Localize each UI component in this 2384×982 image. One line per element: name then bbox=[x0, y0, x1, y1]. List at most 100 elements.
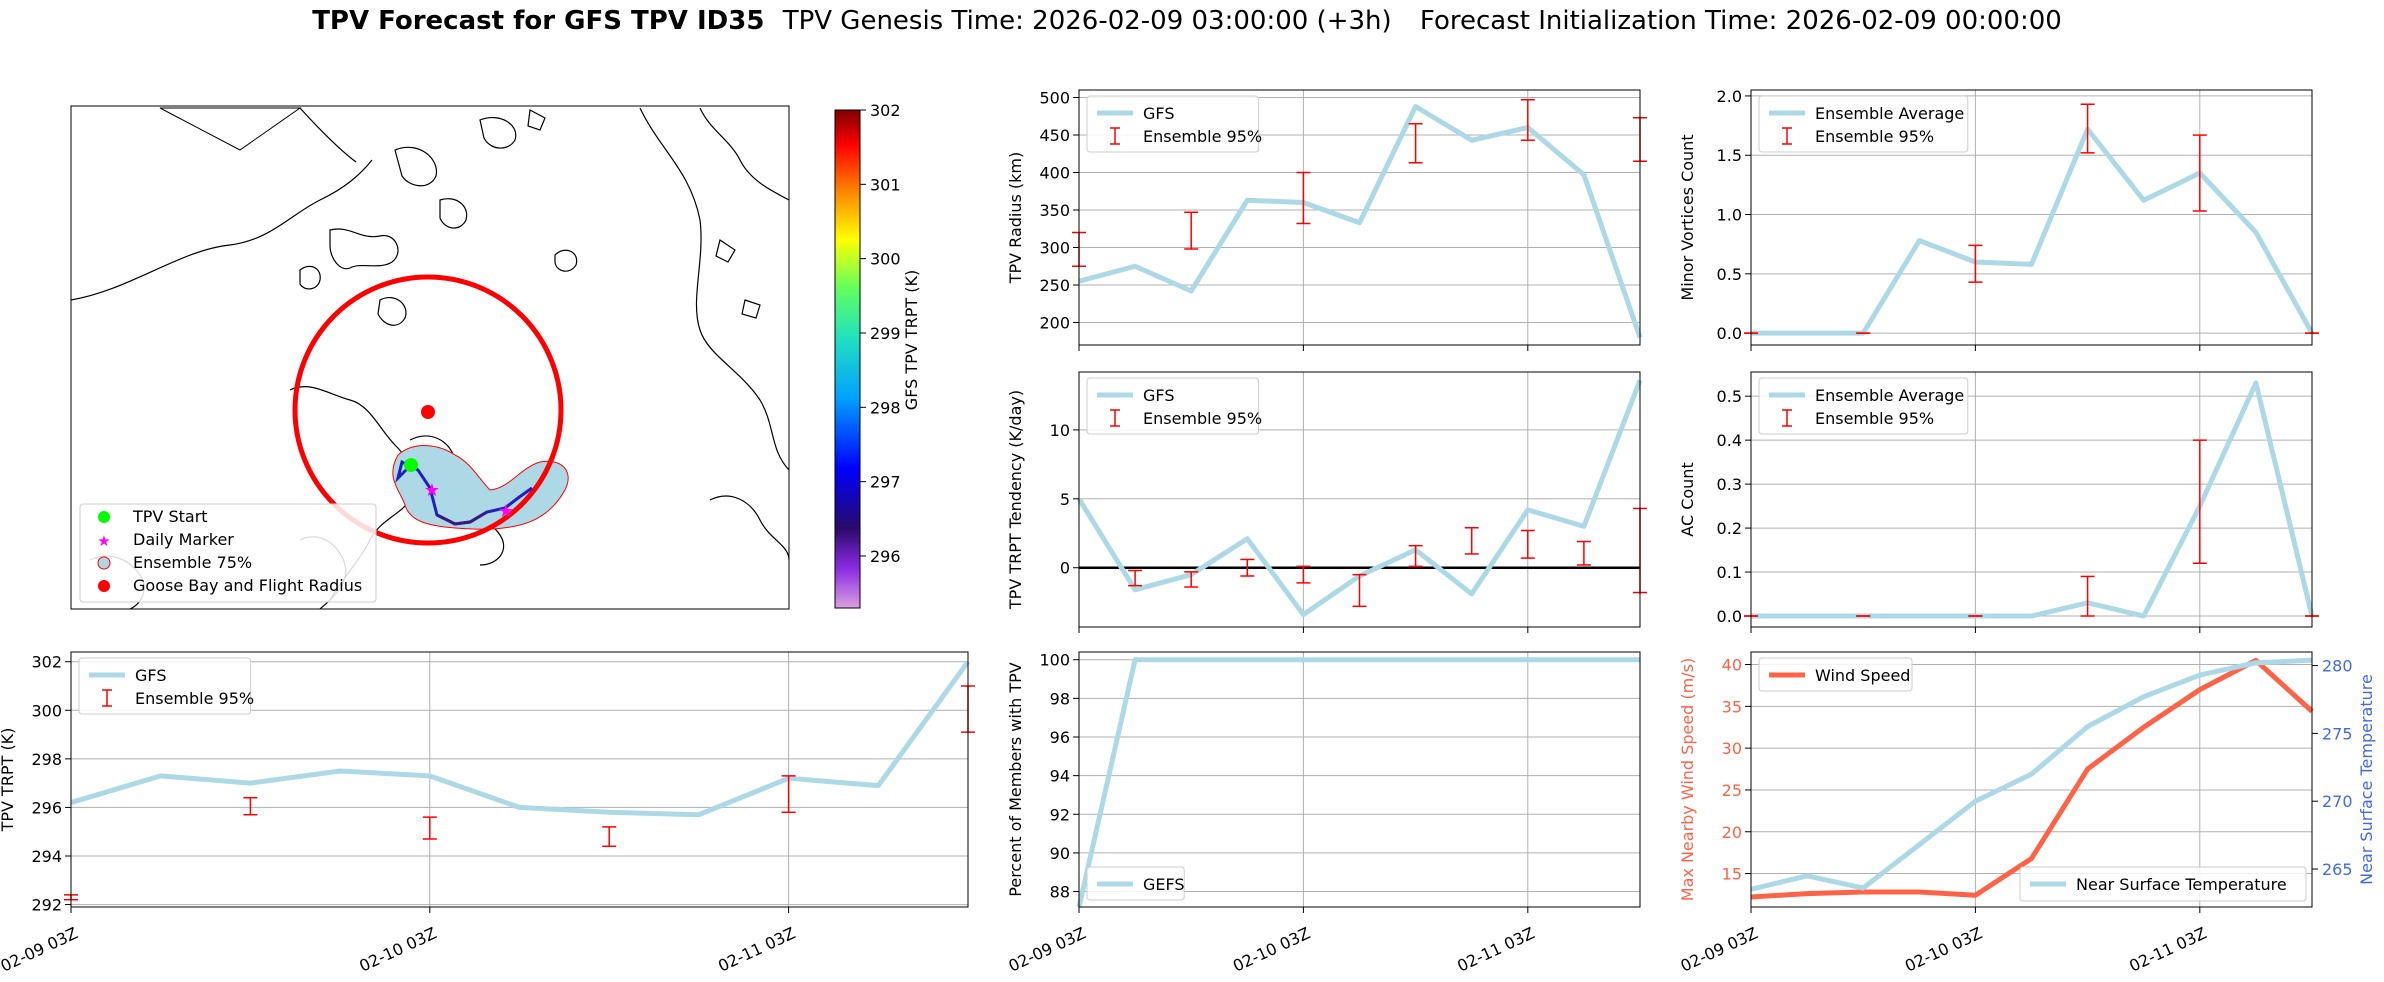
chart-minor_vortices: 0.0 0.5 1.0 1.5 2.0 Minor Vortices Count Ensem… bbox=[1678, 87, 2319, 351]
ytick-label-minor_vortices-1: 0.5 bbox=[1717, 265, 1742, 284]
series-line-wind_temp-1 bbox=[1750, 657, 2313, 892]
series-line-radius-0 bbox=[1078, 104, 1643, 339]
daily-marker-2: ★ bbox=[498, 501, 514, 522]
series-line-wind_temp-0 bbox=[1750, 657, 2314, 900]
ytick-label-minor_vortices-3: 1.5 bbox=[1717, 146, 1742, 165]
legend-trpt: GFS Ensemble 95% bbox=[78, 657, 254, 715]
ytick-label-tendency-1: 5 bbox=[1060, 490, 1070, 509]
ytick-label-trpt-5: 302 bbox=[31, 653, 62, 672]
ylabel-minor_vortices: Minor Vortices Count bbox=[1678, 134, 1697, 300]
ylabel-tendency: TPV TRPT Tendency (K/day) bbox=[1006, 390, 1025, 610]
legend-tendency: GFS Ensemble 95% bbox=[1086, 377, 1262, 435]
ytick-label-ac_count-2: 0.2 bbox=[1717, 519, 1742, 538]
chart-ac_count: 0.0 0.1 0.2 0.3 0.4 0.5 AC Count Ensemble Avera… bbox=[1678, 371, 2319, 633]
ytick-label-percent-3: 94 bbox=[1050, 767, 1070, 786]
xtick-label-wind_temp-2: 02-11 03Z bbox=[2126, 923, 2209, 975]
ytick-label-percent-4: 96 bbox=[1050, 728, 1070, 747]
xtick-label-trpt-2: 02-11 03Z bbox=[715, 923, 798, 975]
ytick-label-radius-1: 250 bbox=[1039, 276, 1070, 295]
legend-label-0: Ensemble Average bbox=[1815, 386, 1964, 405]
xtick-label-percent-0: 02-09 03Z bbox=[1006, 923, 1089, 975]
figure-title: TPV Forecast for GFS TPV ID35 TPV Genesi… bbox=[0, 6, 2384, 36]
xtick-label-trpt-1: 02-10 03Z bbox=[356, 923, 439, 975]
ytick-label-percent-5: 98 bbox=[1050, 689, 1070, 708]
daily-marker-1: ★ bbox=[424, 480, 440, 501]
errorbar-minor_vortices-4 bbox=[2192, 134, 2207, 212]
errorbar-tendency-5 bbox=[1408, 544, 1423, 568]
legend-label-1: Ensemble 95% bbox=[1815, 127, 1934, 146]
legend-label-1: Ensemble 95% bbox=[135, 689, 254, 708]
ytick-label-wind_temp-5: 40 bbox=[1722, 656, 1742, 675]
ytick-label-minor_vortices-0: 0.0 bbox=[1717, 324, 1742, 343]
ytick2-label-3: 280 bbox=[2322, 657, 2353, 676]
chart-wind_temp: 15 20 25 30 35 40 02-09 03Z 02-10 03Z 02-11 03Z M… bbox=[1678, 651, 2376, 976]
chart-radius: 200 250 300 350 400 450 500 TPV Radius (km) GFS E… bbox=[1006, 89, 1647, 351]
colorbar-tick-label-2: 300 bbox=[870, 250, 901, 269]
errorbar-radius-4 bbox=[1520, 99, 1535, 141]
legend-label-1: Ensemble 95% bbox=[1815, 409, 1934, 428]
ytick-label-wind_temp-1: 20 bbox=[1722, 823, 1742, 842]
frame-percent bbox=[1078, 651, 1641, 908]
colorbar-ticks: 302 301 300 299 298 297 296 bbox=[860, 101, 901, 566]
legend-temp: Near Surface Temperature bbox=[2019, 866, 2307, 902]
map-legend: TPV Start ★ Daily Marker Ensemble 75% Go… bbox=[79, 503, 377, 603]
legend-minor_vortices: Ensemble Average Ensemble 95% bbox=[1758, 95, 1969, 153]
xtick-label-percent-1: 02-10 03Z bbox=[1230, 923, 1313, 975]
goose-bay-marker bbox=[421, 405, 435, 419]
ytick-label-radius-2: 300 bbox=[1039, 239, 1070, 258]
ytick-label-radius-5: 450 bbox=[1039, 126, 1070, 145]
ytick-label-percent-1: 90 bbox=[1050, 844, 1070, 863]
frame-radius bbox=[1078, 89, 1641, 346]
legend-label-1: Ensemble 95% bbox=[1143, 409, 1262, 428]
legend-tpv-start: TPV Start bbox=[132, 507, 208, 526]
ylabel-trpt: TPV TRPT (K) bbox=[0, 728, 17, 833]
ytick-label-ac_count-4: 0.4 bbox=[1717, 431, 1742, 450]
series-line-percent-0 bbox=[1076, 657, 1640, 908]
legend-box bbox=[1086, 866, 1185, 901]
ytick-label-trpt-0: 292 bbox=[31, 896, 62, 915]
legend-daily-marker-icon: ★ bbox=[97, 532, 110, 550]
ylabel-radius: TPV Radius (km) bbox=[1006, 152, 1025, 285]
colorbar-tick-label-1: 301 bbox=[870, 175, 901, 194]
errorbar-ac_count-3 bbox=[2080, 575, 2095, 617]
legend-box bbox=[78, 657, 252, 715]
series-line-trpt-0 bbox=[70, 660, 971, 818]
ytick-label-radius-0: 200 bbox=[1039, 314, 1070, 333]
ytick-label-ac_count-0: 0.0 bbox=[1717, 607, 1742, 626]
ytick2-label-1: 270 bbox=[2322, 792, 2353, 811]
legend-box bbox=[1086, 377, 1260, 435]
title-init: Forecast Initialization Time: 2026-02-09… bbox=[1419, 6, 2062, 36]
errorbar-tendency-4 bbox=[1352, 573, 1367, 608]
errorbar-ac_count-4 bbox=[2192, 439, 2207, 564]
frame-ac_count bbox=[1750, 371, 2313, 628]
legend-label-temp: Near Surface Temperature bbox=[2076, 875, 2287, 894]
errorbar-tendency-8 bbox=[1576, 540, 1591, 566]
legend-box bbox=[2019, 866, 2307, 902]
errorbar-trpt-2 bbox=[422, 816, 437, 840]
legend-wind_temp: Wind Speed bbox=[1758, 657, 1913, 692]
colorbar-tick-label-6: 296 bbox=[870, 547, 901, 566]
title-genesis: TPV Genesis Time: 2026-02-09 03:00:00 (+… bbox=[782, 6, 1392, 36]
errorbar-radius-2 bbox=[1296, 171, 1311, 225]
ytick-label-trpt-4: 300 bbox=[31, 701, 62, 720]
xtick-label-wind_temp-0: 02-09 03Z bbox=[1678, 923, 1761, 975]
flight-radius-circle bbox=[292, 274, 564, 546]
series-line-minor_vortices-0 bbox=[1751, 126, 2315, 336]
ylabel-wind_temp: Max Nearby Wind Speed (m/s) bbox=[1678, 658, 1697, 901]
legend-label-0: GEFS bbox=[1143, 875, 1185, 894]
ytick-label-percent-0: 88 bbox=[1050, 883, 1070, 902]
ytick-label-percent-2: 92 bbox=[1050, 805, 1070, 824]
title-main: TPV Forecast for GFS TPV ID35 bbox=[312, 6, 765, 36]
legend-label-1: Ensemble 95% bbox=[1143, 127, 1262, 146]
ytick-label-wind_temp-0: 15 bbox=[1722, 865, 1742, 884]
ylabel-ac_count: AC Count bbox=[1678, 462, 1697, 536]
legend-label-0: Wind Speed bbox=[1815, 666, 1910, 685]
ytick-label-minor_vortices-2: 1.0 bbox=[1717, 206, 1742, 225]
legend-goose-bay-icon bbox=[98, 580, 110, 592]
frame-wind_temp bbox=[1750, 651, 2313, 908]
errorbar-trpt-3 bbox=[602, 826, 617, 848]
legend-label-0: GFS bbox=[1143, 386, 1174, 405]
colorbar-tick-label-4: 298 bbox=[870, 398, 901, 417]
ytick-label-radius-3: 350 bbox=[1039, 201, 1070, 220]
